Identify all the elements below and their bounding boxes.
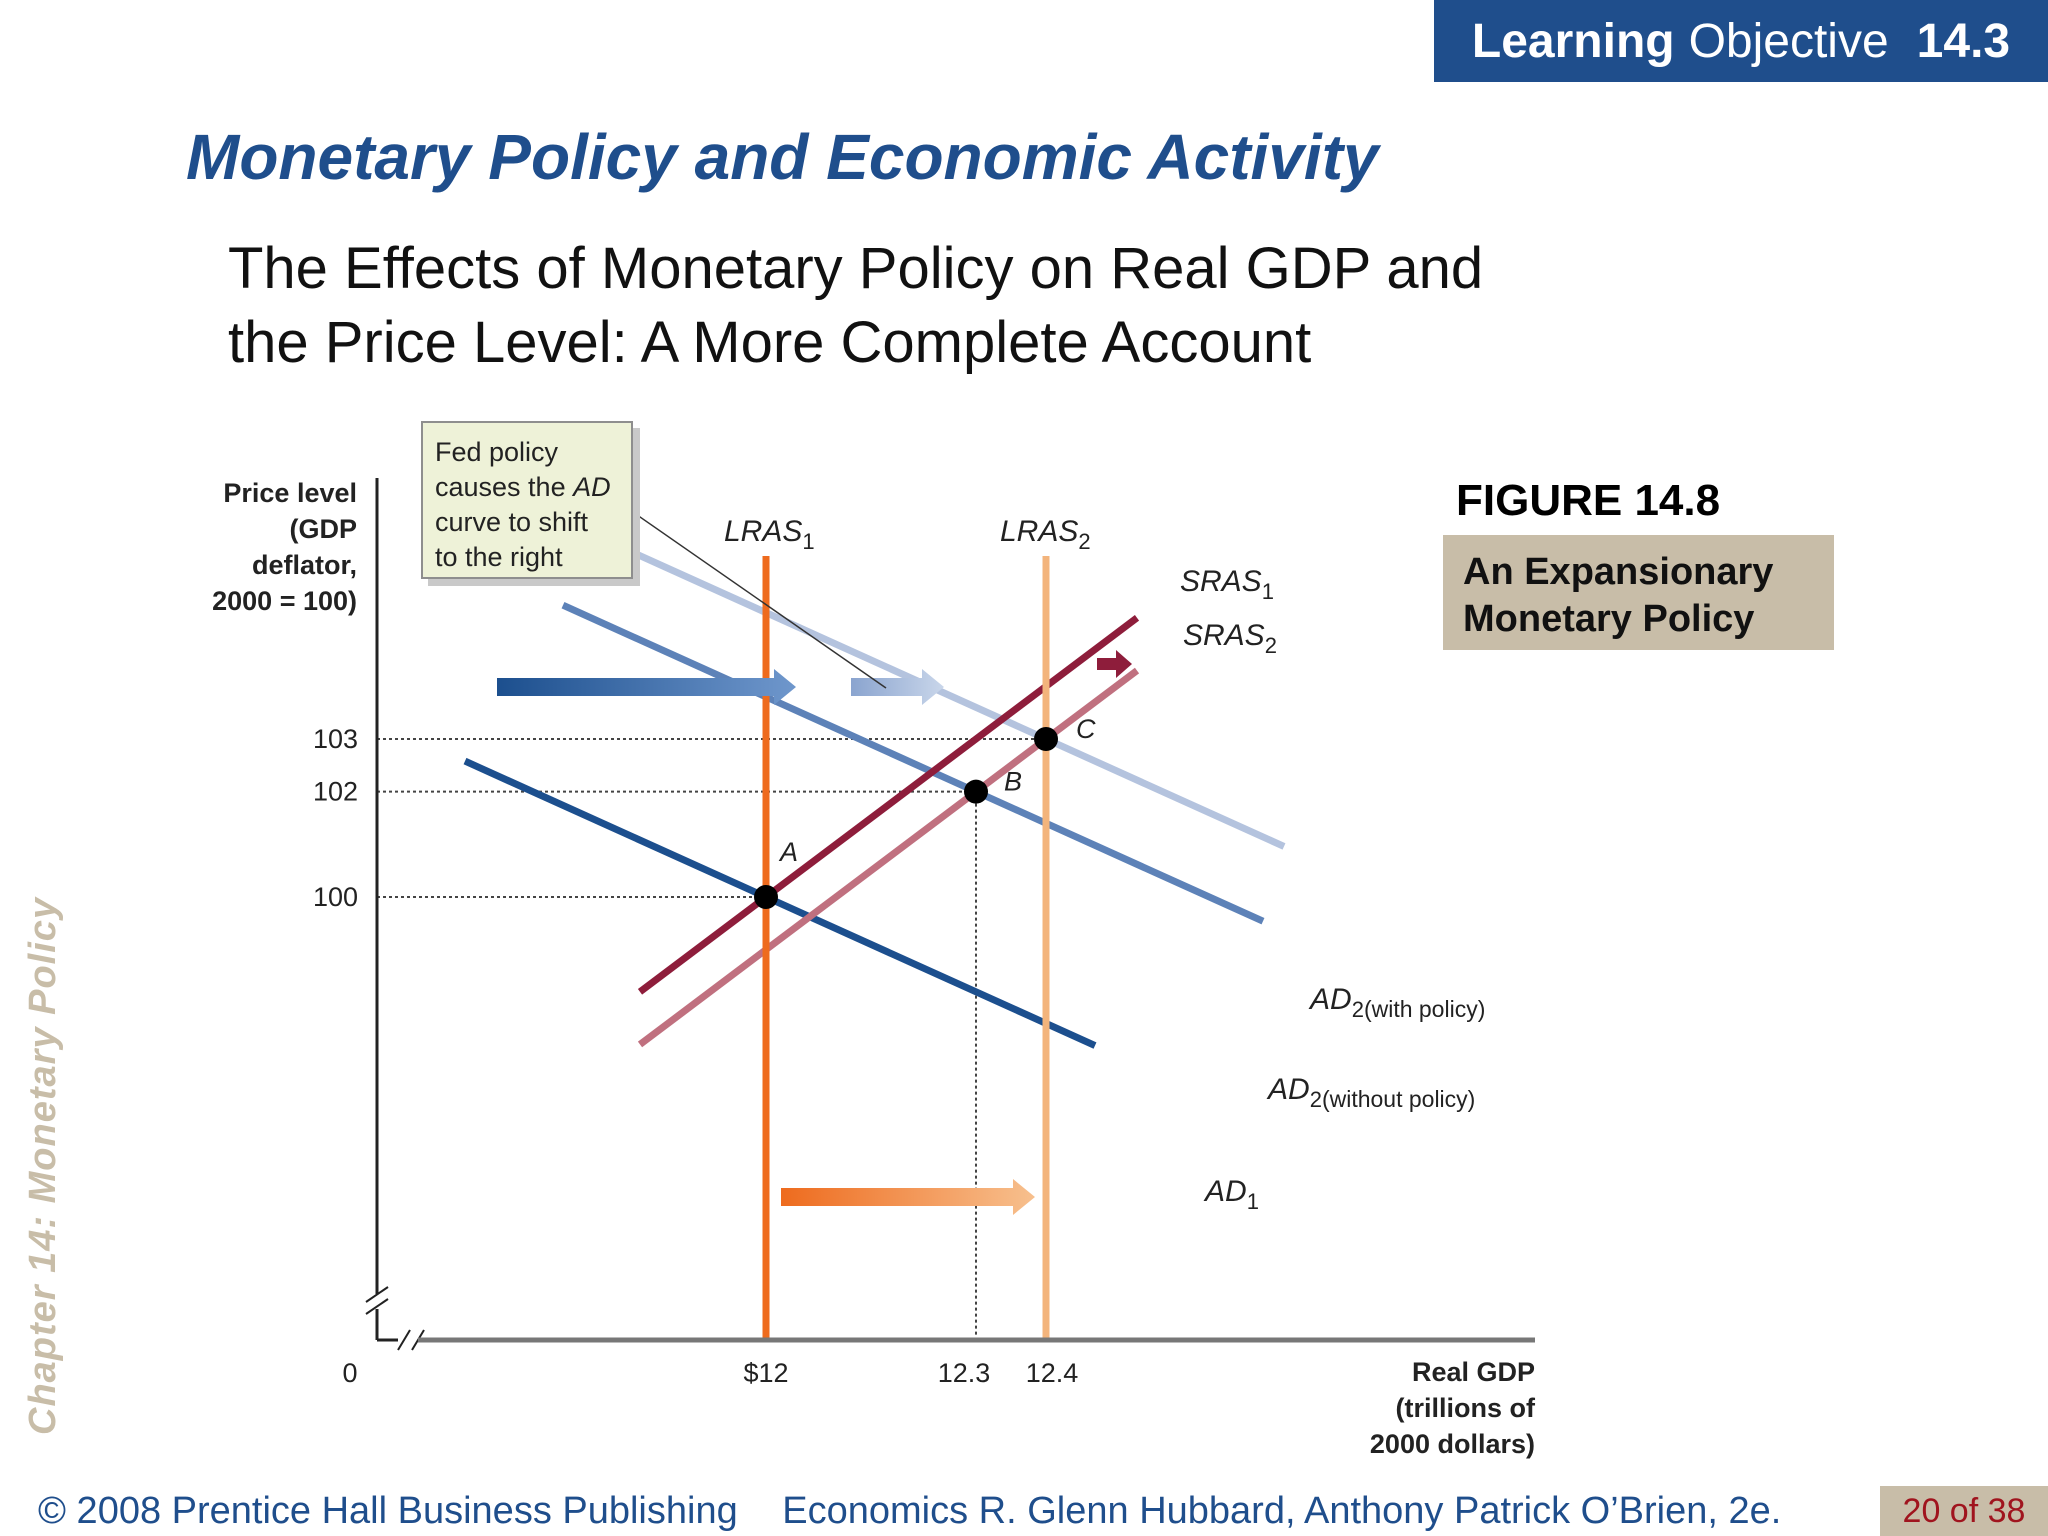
sras-label-2-sub: 2 bbox=[1265, 633, 1277, 658]
footer-book: Economics R. Glenn Hubbard, Anthony Patr… bbox=[782, 1490, 1782, 1532]
learning-objective-badge: Learning Objective 14.3 bbox=[1434, 0, 2048, 82]
sras-shift-arrow bbox=[1097, 650, 1132, 678]
footer-copyright: © 2008 Prentice Hall Business Publishing bbox=[38, 1490, 738, 1532]
callout-line-2: causes the AD bbox=[435, 470, 619, 505]
equilibrium-point-a bbox=[754, 885, 778, 909]
point-label-a: A bbox=[778, 837, 798, 867]
origin-label: 0 bbox=[342, 1358, 357, 1388]
ad-label-1: AD1 bbox=[1203, 1175, 1259, 1214]
ad-label-1-sub: 1 bbox=[1247, 1189, 1259, 1214]
subtitle-line-1: The Effects of Monetary Policy on Real G… bbox=[228, 236, 1484, 301]
y-tick-100: 100 bbox=[313, 882, 358, 912]
slide-subtitle: The Effects of Monetary Policy on Real G… bbox=[228, 232, 1483, 380]
lras-label-1-name: LRAS bbox=[724, 515, 802, 548]
ad-label-3-name: AD bbox=[1308, 983, 1352, 1016]
y-tick-102: 102 bbox=[313, 777, 358, 807]
figure-caption-line-2: Monetary Policy bbox=[1463, 598, 1755, 640]
ad-curve-3 bbox=[617, 543, 1286, 850]
ad-label-2-sub: 2 bbox=[1310, 1087, 1322, 1112]
lras-label-1: LRAS1 bbox=[724, 515, 815, 554]
lras-label-2-name: LRAS bbox=[1000, 515, 1078, 548]
sras-label-2-name: SRAS bbox=[1183, 619, 1265, 652]
x-axis-title-line-2: (trillions of bbox=[1396, 1393, 1536, 1423]
lras-label-2-sub: 2 bbox=[1078, 529, 1090, 554]
x-axis-title-line-3: 2000 dollars) bbox=[1370, 1429, 1535, 1459]
slide-title: Monetary Policy and Economic Activity bbox=[186, 121, 1379, 193]
y-tick-103: 103 bbox=[313, 724, 358, 754]
sras-label-1-name: SRAS bbox=[1180, 565, 1262, 598]
callout-line-3: curve to shift bbox=[435, 507, 589, 537]
ad-policy-shift-arrow bbox=[851, 669, 944, 705]
figure-number: FIGURE 14.8 bbox=[1456, 476, 1721, 525]
footer: © 2008 Prentice Hall Business Publishing… bbox=[38, 1490, 1815, 1533]
lras-shift-arrow bbox=[781, 1179, 1035, 1215]
sras-label-2: SRAS2 bbox=[1183, 619, 1277, 658]
sras-curve-2 bbox=[637, 667, 1140, 1048]
x-tick-3: 12.4 bbox=[1026, 1358, 1079, 1388]
callout-leader-line bbox=[629, 509, 887, 689]
x-tick-2: 12.3 bbox=[938, 1358, 991, 1388]
ad-shift-arrow bbox=[497, 669, 796, 705]
ad-label-2-name: AD bbox=[1266, 1073, 1310, 1106]
sras-curve-1 bbox=[637, 615, 1140, 995]
ad-label-1-name: AD bbox=[1203, 1175, 1247, 1208]
figure-caption-line-1: An Expansionary bbox=[1463, 551, 1774, 593]
y-axis-title-line-2: (GDP bbox=[290, 514, 358, 544]
ad-curve-1 bbox=[463, 757, 1097, 1049]
ad-label-3: AD2(with policy) bbox=[1308, 983, 1485, 1022]
equilibrium-point-c bbox=[1034, 726, 1058, 751]
lras-label-1-sub: 1 bbox=[802, 529, 814, 554]
y-axis-title-line-1: Price level bbox=[223, 478, 357, 508]
sras-label-1-sub: 1 bbox=[1262, 579, 1274, 604]
ad-label-2: AD2(without policy) bbox=[1266, 1073, 1475, 1112]
callout-line-2-text: causes the bbox=[435, 472, 574, 502]
point-label-c: C bbox=[1076, 714, 1096, 744]
y-axis-break bbox=[365, 1286, 389, 1315]
badge-bold-text: Learning bbox=[1471, 14, 1675, 68]
fed-policy-callout: Fed policy causes the AD curve to shift … bbox=[421, 421, 633, 579]
figure-caption: An Expansionary Monetary Policy bbox=[1443, 535, 1834, 650]
callout-line-4: to the right bbox=[435, 542, 563, 572]
ad-as-chart: 100 102 103 0 $12 12.3 12.4 Price level (GDP defl… bbox=[212, 478, 1536, 1459]
y-axis-title-line-4: 2000 = 100) bbox=[212, 586, 357, 616]
badge-text: Objective bbox=[1688, 14, 1889, 68]
ad-label-2-suffix: (without policy) bbox=[1322, 1086, 1475, 1112]
point-label-b: B bbox=[1004, 767, 1022, 797]
ad-label-3-sub: 2 bbox=[1352, 997, 1364, 1022]
x-axis-title-line-1: Real GDP bbox=[1412, 1357, 1535, 1387]
callout-line-2-em: AD bbox=[573, 472, 611, 502]
ad-label-3-suffix: (with policy) bbox=[1364, 996, 1485, 1022]
equilibrium-point-b bbox=[964, 779, 988, 804]
lras-label-2: LRAS2 bbox=[1000, 515, 1091, 554]
y-axis-title-line-3: deflator, bbox=[252, 550, 357, 580]
sras-label-1: SRAS1 bbox=[1180, 565, 1274, 604]
subtitle-line-2: the Price Level: A More Complete Account bbox=[228, 310, 1312, 375]
x-tick-1: $12 bbox=[743, 1358, 788, 1388]
callout-line-1: Fed policy bbox=[435, 437, 559, 467]
badge-number: 14.3 bbox=[1916, 14, 2011, 68]
page-number: 20 of 38 bbox=[1880, 1486, 2048, 1536]
ad-curve-2 bbox=[561, 602, 1265, 925]
